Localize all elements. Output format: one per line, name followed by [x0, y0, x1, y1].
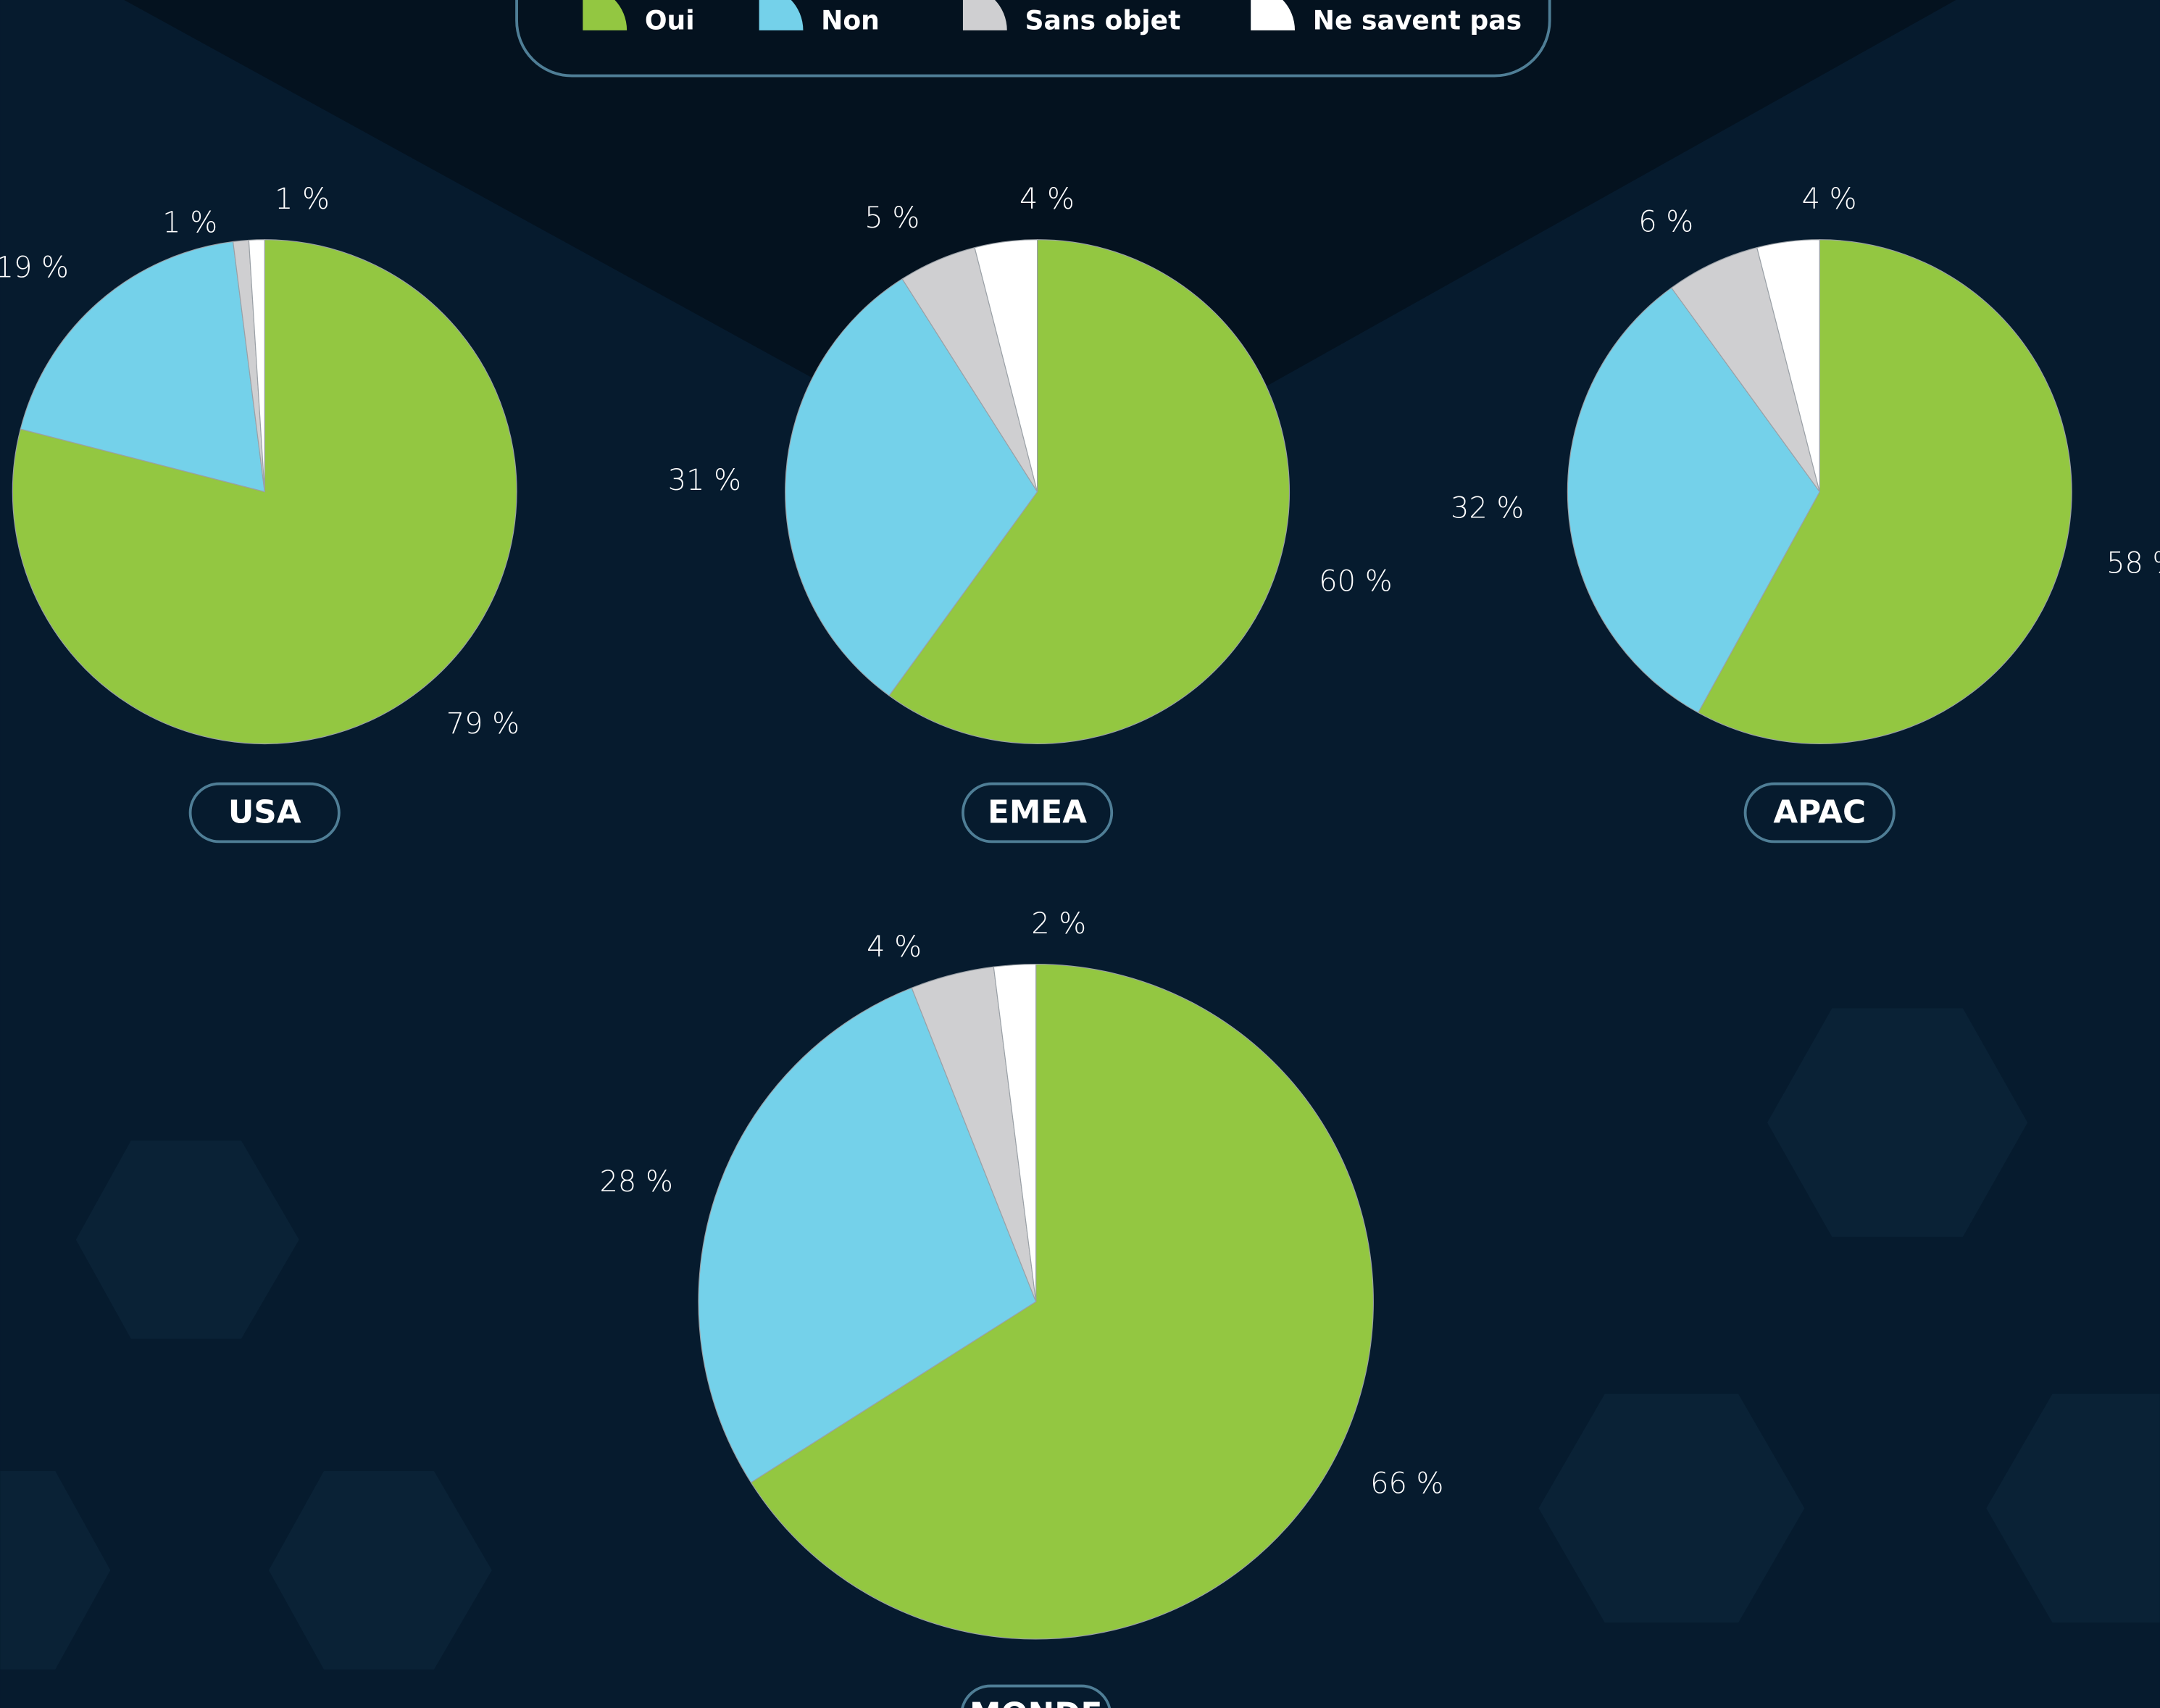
data-label: 60 % — [1319, 565, 1392, 598]
legend-swatch — [759, 0, 804, 30]
legend-label: Ne savent pas — [1313, 4, 1522, 36]
data-label: 79 % — [446, 707, 520, 741]
data-label: 31 % — [668, 464, 741, 497]
region-pill — [1743, 782, 1896, 843]
region-pill — [961, 1684, 1112, 1708]
data-label: 19 % — [0, 251, 69, 285]
data-label: 4 % — [867, 930, 922, 964]
pie-slice — [974, 239, 1038, 492]
legend-label: Non — [821, 4, 880, 36]
pie-slice — [785, 278, 1038, 696]
pie-slice — [20, 241, 265, 493]
region-title: EMEA — [988, 793, 1087, 830]
pie-slice — [1670, 246, 1820, 492]
data-label: 32 % — [1451, 492, 1524, 525]
region-title: MONDE — [970, 1696, 1102, 1708]
data-label: 1 % — [162, 206, 217, 239]
legend: Oui Non Sans objet Ne savent pas — [583, 0, 1522, 36]
pie-slice — [888, 239, 1290, 744]
data-label: 58 % — [2106, 547, 2160, 580]
data-label: 6 % — [1638, 205, 1693, 238]
data-label: 2 % — [1031, 907, 1086, 941]
legend-swatch — [583, 0, 627, 30]
legend-label: Oui — [645, 4, 695, 36]
pie-slice — [1567, 287, 1820, 714]
region-pill — [188, 782, 341, 843]
region-pill — [962, 782, 1114, 843]
pie-slice — [248, 239, 265, 492]
pie-slice — [1756, 239, 1820, 492]
data-label: 66 % — [1370, 1467, 1443, 1500]
legend-label: Sans objet — [1025, 4, 1180, 36]
data-label: 5 % — [864, 201, 920, 235]
legend-swatch — [1251, 0, 1296, 30]
data-label: 28 % — [600, 1165, 673, 1199]
data-label: 4 % — [1802, 183, 1857, 216]
region-title: APAC — [1773, 793, 1866, 830]
pie-slice — [993, 963, 1037, 1302]
hexagons — [0, 1008, 2160, 1670]
pie-slice — [1697, 239, 2072, 744]
background-wedge — [124, 0, 1956, 386]
pie-slice — [698, 987, 1037, 1483]
pie-slice — [750, 963, 1374, 1640]
legend-swatch — [962, 0, 1007, 30]
data-label: 1 % — [275, 183, 330, 216]
data-label: 4 % — [1019, 183, 1075, 216]
region-title: USA — [228, 793, 301, 830]
